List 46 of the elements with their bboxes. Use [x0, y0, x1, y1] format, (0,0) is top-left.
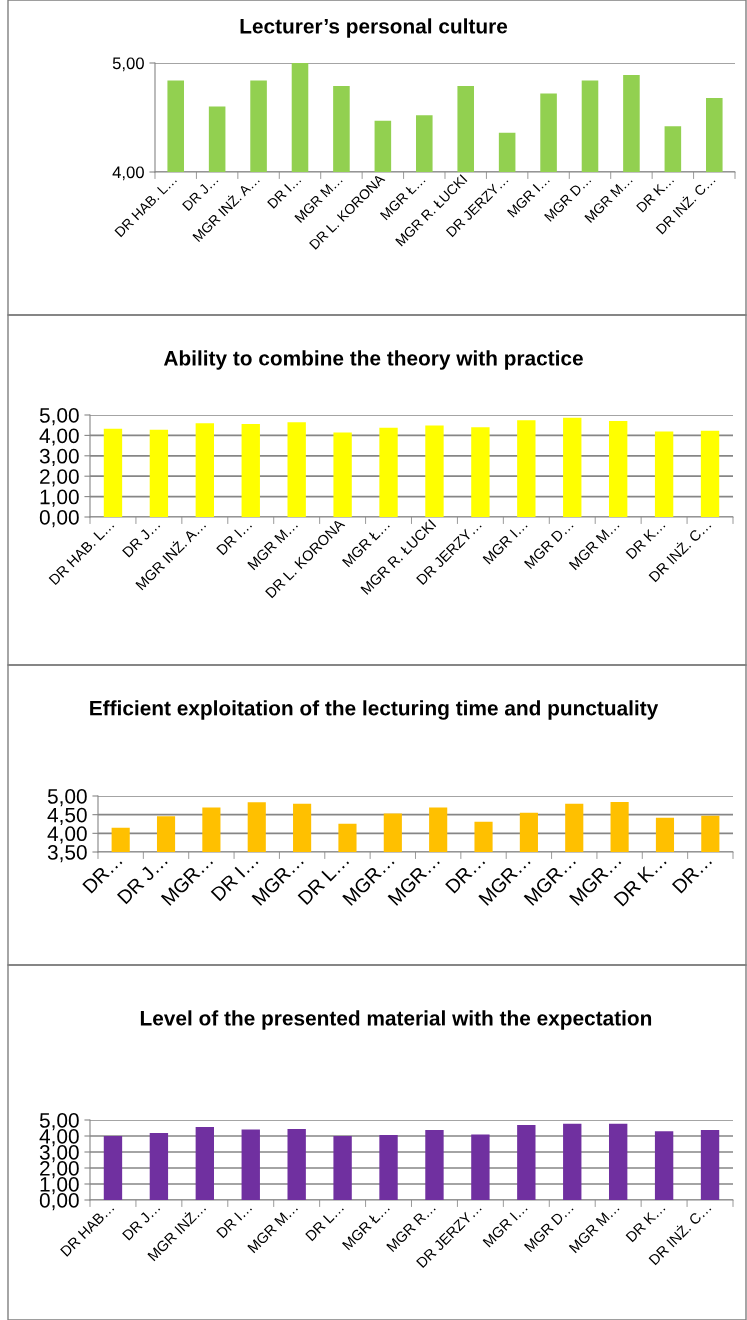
y-tick-label: 5,00 — [47, 789, 87, 807]
y-tick-label: 5,00 — [39, 1113, 79, 1131]
x-tick-label: DR J… — [182, 174, 219, 212]
y-tick-label: 0,00 — [39, 1193, 79, 1211]
x-tick-label: DR I… — [267, 174, 302, 209]
bar — [287, 422, 306, 517]
bar — [654, 431, 674, 517]
bar — [471, 427, 490, 517]
x-tick-label: DR I… — [216, 519, 253, 556]
x-tick-label: DR J… — [122, 519, 161, 558]
y-tick-label: 5,00 — [112, 57, 144, 72]
y-tick-label: 4,00 — [39, 1129, 79, 1147]
y-tick-label: 1,00 — [40, 1177, 79, 1195]
y-tick-label: 5,00 — [39, 408, 79, 426]
chart-title: Level of the presented material with the expectation — [140, 1010, 652, 1030]
y-tick-label: 1,00 — [40, 489, 79, 507]
y-tick-label: 4,00 — [39, 428, 79, 446]
y-tick-label: 3,00 — [39, 448, 79, 467]
bar — [700, 430, 720, 517]
y-tick-label: 3,50 — [47, 845, 87, 863]
bar — [563, 417, 582, 517]
chart-title: Efficient exploitation of the lecturing time and punctuality — [90, 700, 659, 720]
y-tick-label: 4,50 — [47, 807, 87, 825]
y-tick-label: 2,00 — [40, 1161, 79, 1179]
x-tick-label: DR L… — [305, 1202, 344, 1242]
bar — [195, 423, 215, 517]
x-tick-label: DR I… — [216, 1202, 253, 1239]
bar — [517, 420, 536, 517]
bar — [333, 432, 352, 517]
bar — [149, 429, 169, 517]
bar — [379, 427, 398, 517]
x-tick-label: DR K… — [625, 1202, 666, 1243]
x-tick-label: DR… — [671, 853, 713, 894]
bar — [425, 425, 444, 517]
y-tick-label: 4,00 — [47, 826, 87, 844]
bar — [608, 421, 628, 517]
bar — [241, 423, 260, 517]
y-tick-label: 3,00 — [39, 1145, 79, 1163]
chart-title: Lecturer’s personal culture — [240, 18, 508, 38]
chart-title: Ability to combine the theory with practice — [163, 350, 583, 370]
bar — [103, 428, 123, 517]
y-tick-label: 2,00 — [40, 469, 79, 487]
x-tick-label: DR K… — [625, 519, 666, 560]
x-tick-label: DR J… — [122, 1202, 161, 1241]
y-tick-label: 0,00 — [39, 510, 79, 528]
y-tick-label: 4,00 — [112, 166, 144, 181]
